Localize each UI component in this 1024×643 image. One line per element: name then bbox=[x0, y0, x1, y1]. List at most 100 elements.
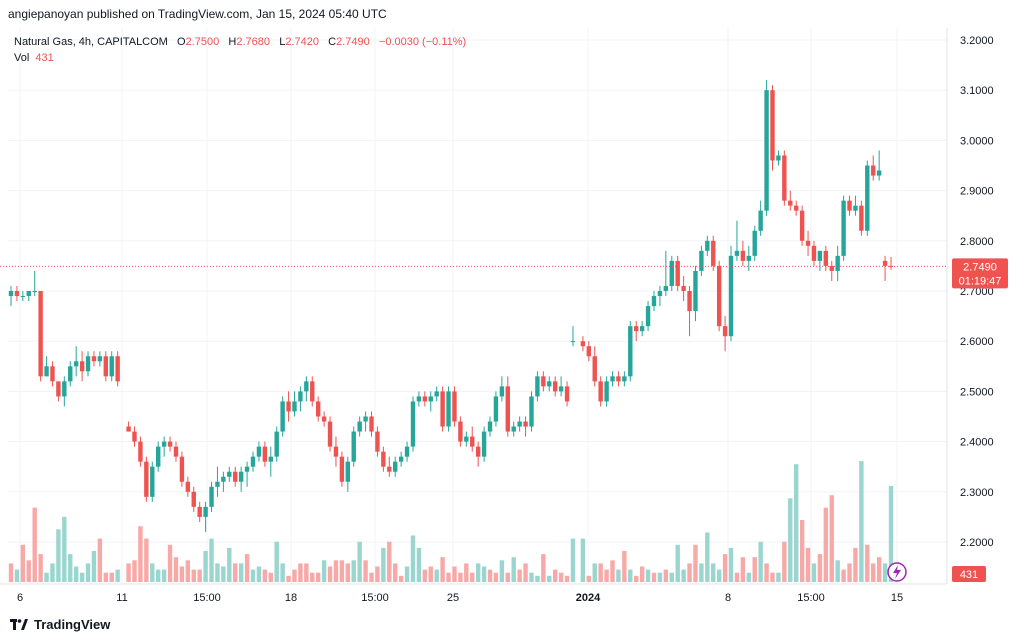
volume-bar bbox=[345, 563, 351, 582]
candle-body bbox=[746, 255, 751, 261]
volume-bar bbox=[722, 554, 728, 582]
candle-body bbox=[805, 240, 811, 246]
volume-bar bbox=[262, 569, 268, 582]
candle-body bbox=[517, 421, 522, 427]
legend-volume-row: Vol 431 bbox=[14, 50, 466, 66]
candle-body bbox=[62, 381, 67, 397]
volume-bar bbox=[363, 560, 368, 582]
y-tick-label: 2.7000 bbox=[960, 286, 994, 298]
candle-body bbox=[592, 356, 597, 382]
volume-bar bbox=[558, 572, 564, 582]
volume-bar bbox=[639, 566, 645, 582]
candle-body bbox=[50, 366, 55, 382]
legend-high-value: 2.7680 bbox=[236, 36, 271, 48]
candle-body bbox=[470, 436, 475, 447]
volume-bar bbox=[333, 560, 339, 582]
candle-body bbox=[292, 401, 297, 412]
candle-body bbox=[705, 240, 710, 251]
volume-bar bbox=[126, 563, 131, 582]
volume-bar bbox=[369, 572, 374, 582]
candle-body bbox=[310, 381, 315, 402]
volume-bar bbox=[115, 569, 120, 582]
volume-bar bbox=[859, 461, 864, 582]
volume-bar bbox=[547, 575, 552, 582]
volume-bar bbox=[221, 566, 226, 582]
candle-body bbox=[628, 326, 633, 377]
candle-body bbox=[333, 446, 339, 457]
candle-body bbox=[481, 431, 487, 457]
candle-body bbox=[811, 245, 817, 261]
volume-bar bbox=[215, 563, 220, 582]
candle-body bbox=[876, 170, 882, 176]
lightning-icon[interactable] bbox=[887, 562, 907, 582]
candle-body bbox=[859, 205, 864, 231]
candle-body bbox=[728, 255, 734, 337]
candle-body bbox=[144, 461, 149, 497]
candle-body bbox=[475, 446, 481, 457]
volume-bar bbox=[634, 575, 639, 582]
legend-close-value: 2.7490 bbox=[336, 36, 370, 48]
candle-body bbox=[505, 386, 510, 432]
volume-bar bbox=[280, 563, 285, 582]
y-tick-label: 2.9000 bbox=[960, 186, 994, 198]
volume-bar bbox=[14, 569, 20, 582]
y-tick-label: 2.4000 bbox=[960, 437, 994, 449]
candle-body bbox=[529, 396, 534, 427]
legend-symbol: Natural Gas, 4h, CAPITALCOM bbox=[14, 36, 168, 48]
candle-body bbox=[681, 285, 686, 291]
candle-body bbox=[156, 446, 161, 467]
candle-body bbox=[393, 461, 398, 472]
volume-bar bbox=[841, 569, 846, 582]
volume-bar bbox=[44, 572, 49, 582]
volume-bar bbox=[464, 563, 469, 582]
volume-bar bbox=[173, 557, 179, 582]
candle-body bbox=[758, 210, 763, 231]
volume-bar bbox=[167, 544, 173, 582]
volume-bar bbox=[888, 485, 894, 582]
candle-body bbox=[770, 90, 775, 161]
candle-body bbox=[345, 461, 351, 482]
candle-body bbox=[793, 205, 799, 211]
candle-body bbox=[799, 210, 805, 241]
candle-body bbox=[410, 401, 416, 447]
volume-bar bbox=[410, 535, 416, 582]
candle-body bbox=[97, 356, 103, 362]
y-tick-label: 2.5000 bbox=[960, 386, 994, 398]
volume-bar bbox=[375, 566, 380, 582]
candle-body bbox=[20, 296, 26, 298]
candle-body bbox=[126, 426, 131, 432]
candle-body bbox=[215, 481, 220, 487]
candle-body bbox=[44, 366, 49, 377]
candle-body bbox=[817, 250, 823, 261]
volume-bar bbox=[681, 569, 686, 582]
candle-body bbox=[547, 381, 552, 387]
volume-bar bbox=[746, 572, 751, 582]
candle-body bbox=[262, 446, 268, 462]
volume-bar bbox=[298, 563, 303, 582]
candle-body bbox=[616, 376, 621, 382]
candle-body bbox=[847, 200, 852, 211]
volume-bar bbox=[764, 563, 769, 582]
volume-bar bbox=[339, 560, 345, 582]
countdown-label: 01:19:47 bbox=[959, 275, 1002, 287]
volume-bar bbox=[62, 516, 67, 582]
y-tick-label: 3.1000 bbox=[960, 85, 994, 97]
candle-body bbox=[197, 506, 202, 517]
tradingview-logo[interactable]: TradingView bbox=[10, 617, 110, 632]
volume-bar bbox=[387, 541, 392, 582]
candle-body bbox=[115, 356, 120, 382]
y-tick-label: 2.3000 bbox=[960, 487, 994, 499]
volume-bar bbox=[817, 554, 823, 582]
volume-bar bbox=[823, 507, 829, 582]
candle-body bbox=[26, 291, 31, 297]
price-chart[interactable]: 3.2000 3.1000 3.0000 2.9000 2.8000 2.7000 2.60… bbox=[0, 28, 1024, 610]
last-price-label: 2.7490 bbox=[963, 261, 997, 273]
volume-bar bbox=[705, 532, 710, 582]
legend-low-label: L bbox=[279, 36, 286, 48]
volume-bar bbox=[238, 563, 244, 582]
volume-bar bbox=[315, 572, 321, 582]
chart-frame[interactable]: 3.2000 3.1000 3.0000 2.9000 2.8000 2.7000 2.60… bbox=[0, 28, 1024, 610]
volume-bar bbox=[487, 569, 493, 582]
y-tick-label: 2.8000 bbox=[960, 236, 994, 248]
candle-body bbox=[79, 361, 85, 372]
